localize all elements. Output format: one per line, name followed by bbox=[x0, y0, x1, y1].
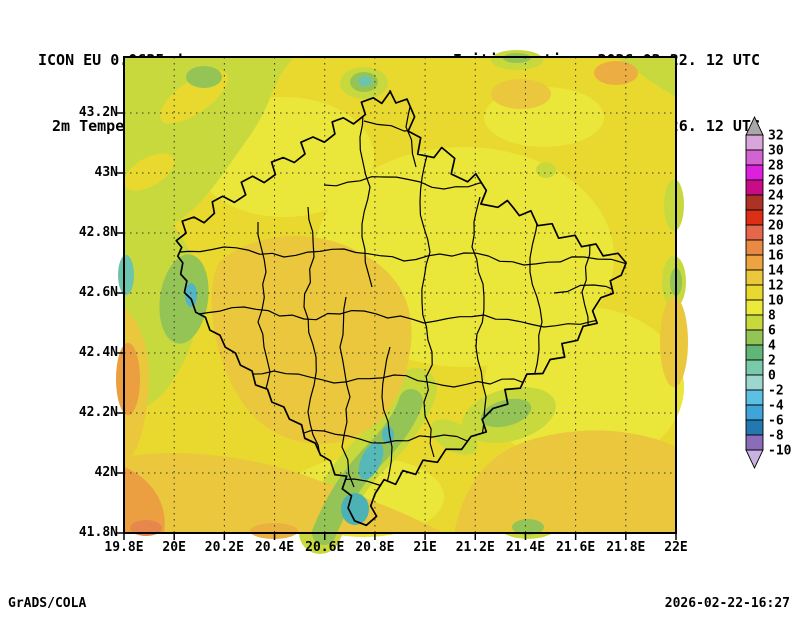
map-frame bbox=[123, 56, 677, 534]
lon-tick-label: 21.4E bbox=[505, 540, 546, 555]
map-canvas bbox=[116, 50, 688, 554]
grads-credit: GrADS/COLA bbox=[8, 596, 87, 611]
municipality-border-line bbox=[183, 306, 626, 328]
colorbar-level-label: 32 bbox=[768, 129, 784, 144]
lon-tick-label: 19.8E bbox=[104, 540, 144, 555]
lon-tick-label: 22E bbox=[664, 540, 688, 555]
municipality-border-line bbox=[303, 206, 321, 458]
graticule-dotted-grid bbox=[124, 57, 676, 533]
kosovo-border bbox=[175, 90, 627, 527]
lat-tick-label: 42.6N bbox=[78, 285, 118, 300]
colorbar-level-label: -10 bbox=[768, 444, 792, 459]
municipality-border-line bbox=[213, 370, 565, 390]
lon-tick-label: 21E bbox=[413, 540, 437, 555]
lat-tick-label: 42.2N bbox=[78, 405, 118, 420]
municipality-border-line bbox=[257, 222, 271, 408]
lat-tick-label: 41.8N bbox=[78, 525, 118, 540]
colorbar-level-label: 24 bbox=[768, 189, 784, 204]
colorbar-level-label: 4 bbox=[768, 339, 776, 354]
axis-ticks bbox=[117, 112, 677, 540]
colorbar: 32 30 28 26 24 22 20 18 16 14 12 10 8 6 4 2 0 -2 -4 -6 -8 -10 bbox=[744, 110, 800, 480]
colorbar-level-label: 28 bbox=[768, 159, 784, 174]
colorbar-level-label: 26 bbox=[768, 174, 784, 189]
temperature-field bbox=[116, 50, 688, 554]
colorbar-level-label: 16 bbox=[768, 249, 784, 264]
lon-tick-label: 20.4E bbox=[254, 540, 295, 555]
lat-tick-label: 42.8N bbox=[78, 225, 118, 240]
colorbar-level-label: -8 bbox=[768, 429, 784, 444]
lon-tick-label: 20.2E bbox=[204, 540, 244, 555]
colorbar-level-label: 20 bbox=[768, 219, 784, 234]
municipality-border-line bbox=[339, 296, 355, 488]
colorbar-level-label: 8 bbox=[768, 309, 776, 324]
colorbar-level-label: 6 bbox=[768, 324, 776, 339]
lon-tick-label: 20.8E bbox=[355, 540, 395, 555]
colorbar-level-label: 10 bbox=[768, 294, 784, 309]
lat-tick-label: 43N bbox=[94, 165, 118, 180]
temperature-map bbox=[116, 50, 688, 554]
municipality-border-line bbox=[176, 246, 626, 266]
colorbar-level-label: -4 bbox=[768, 399, 784, 414]
creation-timestamp: 2026-02-22-16:27 bbox=[664, 596, 790, 611]
lon-tick-label: 21.6E bbox=[556, 540, 596, 555]
lat-tick-label: 43.2N bbox=[78, 105, 118, 120]
lon-tick-label: 21.8E bbox=[606, 540, 646, 555]
municipality-border-line bbox=[471, 196, 487, 453]
colorbar-level-label: 18 bbox=[768, 234, 784, 249]
lat-tick-label: 42.4N bbox=[78, 345, 118, 360]
lon-tick-label: 21.2E bbox=[455, 540, 495, 555]
colorbar-level-label: 0 bbox=[768, 369, 776, 384]
colorbar-level-label: 12 bbox=[768, 279, 784, 294]
lon-tick-label: 20E bbox=[162, 540, 186, 555]
lon-tick-label: 20.6E bbox=[305, 540, 345, 555]
municipality-border-line bbox=[419, 151, 435, 458]
colorbar-level-label: 2 bbox=[768, 354, 776, 369]
colorbar-level-label: 14 bbox=[768, 264, 784, 279]
colorbar-level-label: 22 bbox=[768, 204, 784, 219]
colorbar-level-label: -2 bbox=[768, 384, 784, 399]
colorbar-level-label: 30 bbox=[768, 144, 784, 159]
colorbar-level-label: -6 bbox=[768, 414, 784, 429]
lat-tick-label: 42N bbox=[94, 465, 118, 480]
